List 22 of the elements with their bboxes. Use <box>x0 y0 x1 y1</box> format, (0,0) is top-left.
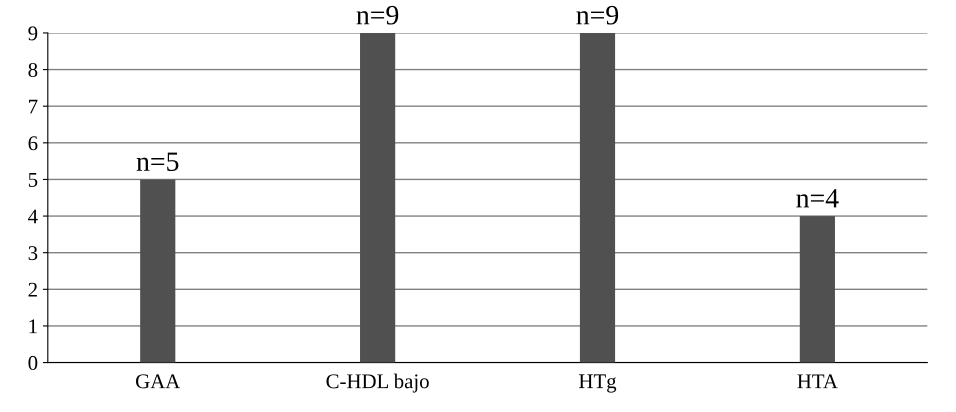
bar <box>360 32 396 363</box>
data-label: n=4 <box>796 189 839 208</box>
x-tick-label: HTg <box>579 374 616 393</box>
x-tick-label: GAA <box>136 374 180 388</box>
bar <box>140 179 176 363</box>
bar <box>800 216 835 363</box>
data-label: n=5 <box>136 152 178 172</box>
y-tick-label: 9 <box>28 26 38 40</box>
y-tick-label: 6 <box>28 136 38 150</box>
y-tick-label: 3 <box>28 246 38 260</box>
y-tick-label: 4 <box>28 210 38 224</box>
y-tick-label: 5 <box>28 173 38 187</box>
y-tick-label: 0 <box>28 356 38 370</box>
y-tick-label: 1 <box>29 319 37 334</box>
bar <box>580 32 616 363</box>
y-tick-label: 7 <box>29 100 38 114</box>
x-tick-label: C-HDL bajo <box>326 374 429 393</box>
y-tick-label: 8 <box>28 62 38 78</box>
x-tick-label: HTA <box>797 374 838 388</box>
data-label: n=9 <box>356 6 398 25</box>
y-tick-label: 2 <box>28 282 37 297</box>
data-label: n=9 <box>576 6 618 25</box>
